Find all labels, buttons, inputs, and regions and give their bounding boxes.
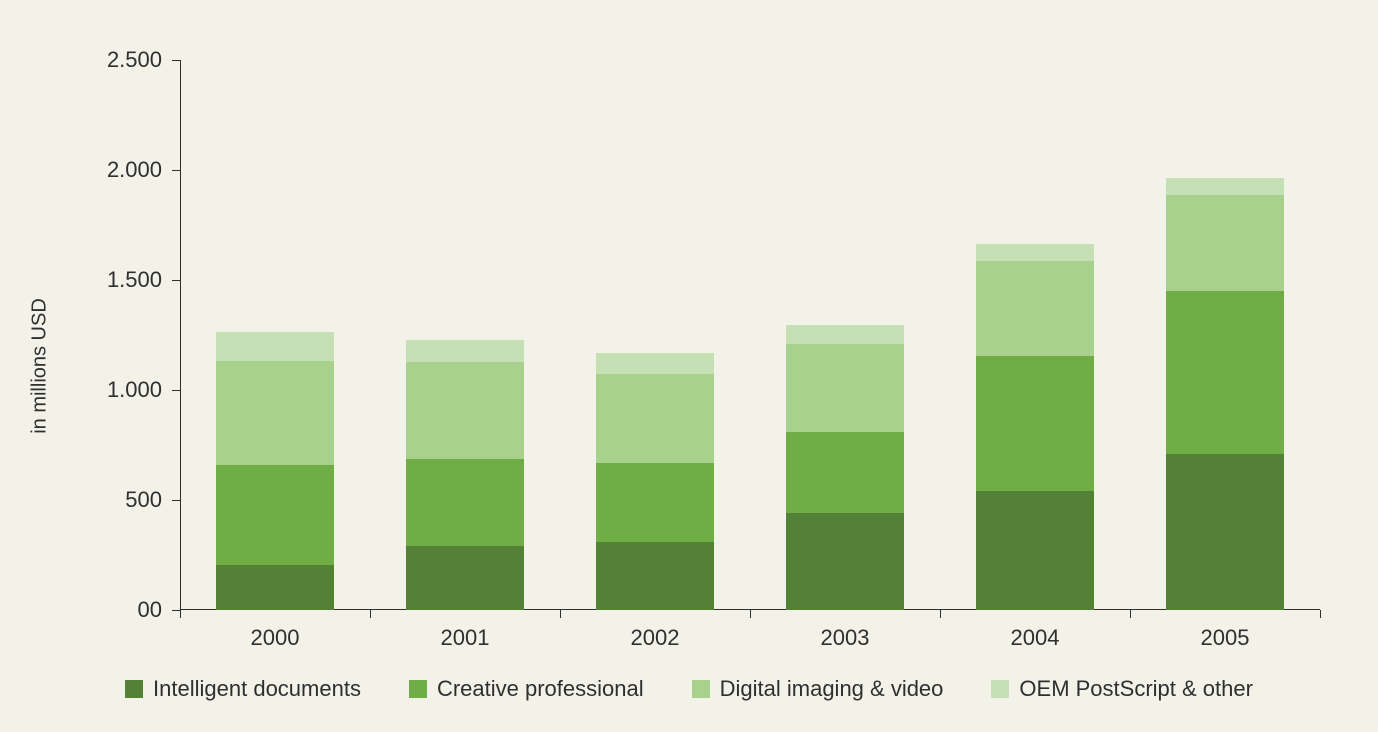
- x-tick-mark: [1130, 610, 1131, 618]
- bar-segment-oem_postscript_other: [976, 244, 1094, 262]
- bar-segment-intelligent_documents: [596, 542, 714, 610]
- x-tick-label: 2001: [441, 625, 490, 651]
- bar-segment-intelligent_documents: [976, 491, 1094, 610]
- legend-swatch: [125, 680, 143, 698]
- bar-segment-creative_professional: [976, 356, 1094, 491]
- bar-group: [406, 340, 524, 610]
- legend-label: Creative professional: [437, 676, 644, 702]
- x-tick-mark: [940, 610, 941, 618]
- bar-segment-oem_postscript_other: [786, 325, 904, 344]
- stacked-bar-chart: in millions USD Intelligent documents Cre…: [0, 0, 1378, 732]
- bar-group: [216, 331, 334, 610]
- y-tick-label: 00: [0, 597, 162, 623]
- legend-swatch: [991, 680, 1009, 698]
- y-tick-label: 2.500: [0, 47, 162, 73]
- x-tick-label: 2002: [631, 625, 680, 651]
- bar-segment-intelligent_documents: [406, 546, 524, 610]
- bar-segment-creative_professional: [216, 465, 334, 565]
- bar-segment-creative_professional: [406, 459, 524, 546]
- legend-swatch: [409, 680, 427, 698]
- bar-group: [786, 325, 904, 610]
- bar-segment-oem_postscript_other: [596, 353, 714, 374]
- x-tick-mark: [1320, 610, 1321, 618]
- bar-segment-intelligent_documents: [1166, 454, 1284, 610]
- x-tick-mark: [180, 610, 181, 618]
- x-tick-mark: [750, 610, 751, 618]
- legend-item: OEM PostScript & other: [991, 676, 1253, 702]
- y-tick-label: 2.000: [0, 157, 162, 183]
- legend-swatch: [692, 680, 710, 698]
- x-tick-label: 2003: [821, 625, 870, 651]
- y-axis-title: in millions USD: [29, 298, 52, 434]
- x-tick-label: 2004: [1011, 625, 1060, 651]
- bar-segment-oem_postscript_other: [1166, 178, 1284, 196]
- plot-area: [180, 60, 1320, 610]
- x-tick-label: 2000: [251, 625, 300, 651]
- bar-segment-digital_imaging_video: [976, 261, 1094, 356]
- x-tick-mark: [560, 610, 561, 618]
- bar-segment-creative_professional: [1166, 291, 1284, 454]
- y-tick-mark: [172, 500, 180, 501]
- legend-item: Digital imaging & video: [692, 676, 944, 702]
- y-tick-mark: [172, 390, 180, 391]
- x-tick-label: 2005: [1201, 625, 1250, 651]
- y-tick-mark: [172, 280, 180, 281]
- x-tick-mark: [370, 610, 371, 618]
- y-tick-label: 1.000: [0, 377, 162, 403]
- y-tick-label: 500: [0, 487, 162, 513]
- y-tick-mark: [172, 610, 180, 611]
- y-tick-label: 1.500: [0, 267, 162, 293]
- bar-segment-creative_professional: [596, 463, 714, 542]
- bar-segment-digital_imaging_video: [406, 362, 524, 459]
- bar-segment-digital_imaging_video: [786, 344, 904, 432]
- bar-segment-creative_professional: [786, 432, 904, 513]
- bar-segment-intelligent_documents: [786, 513, 904, 610]
- y-axis-line: [180, 60, 181, 610]
- bar-segment-digital_imaging_video: [216, 361, 334, 466]
- legend-label: OEM PostScript & other: [1019, 676, 1253, 702]
- legend-item: Creative professional: [409, 676, 644, 702]
- bar-segment-intelligent_documents: [216, 565, 334, 610]
- bar-segment-digital_imaging_video: [596, 374, 714, 463]
- legend-item: Intelligent documents: [125, 676, 361, 702]
- bar-segment-oem_postscript_other: [406, 340, 524, 362]
- legend-label: Intelligent documents: [153, 676, 361, 702]
- bar-group: [976, 244, 1094, 610]
- bar-segment-oem_postscript_other: [216, 332, 334, 361]
- y-tick-mark: [172, 170, 180, 171]
- bar-segment-digital_imaging_video: [1166, 195, 1284, 291]
- bar-group: [1166, 178, 1284, 610]
- y-tick-mark: [172, 60, 180, 61]
- legend: Intelligent documents Creative profession…: [0, 676, 1378, 702]
- bar-group: [596, 353, 714, 610]
- legend-label: Digital imaging & video: [720, 676, 944, 702]
